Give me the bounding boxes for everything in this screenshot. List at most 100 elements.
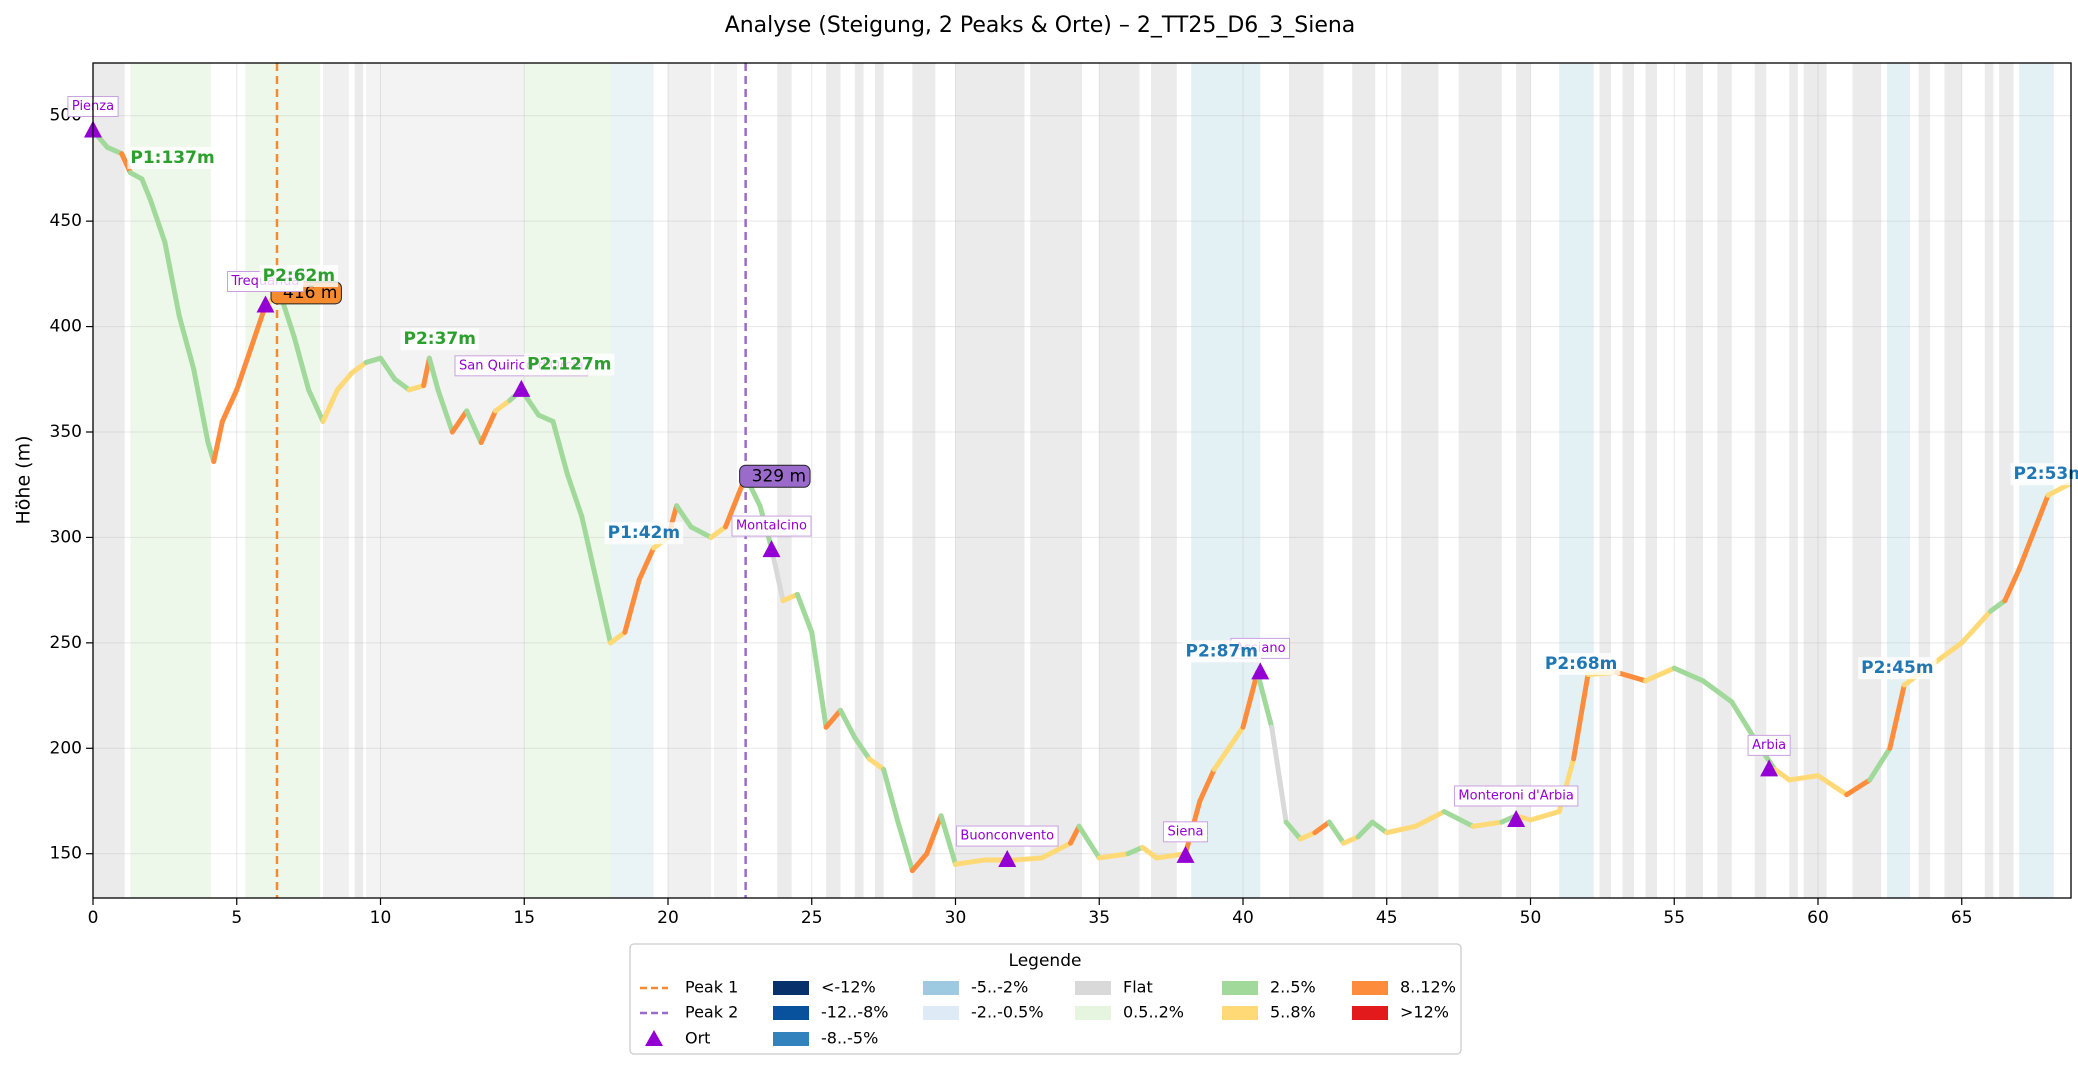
legend-swatch [1222, 981, 1258, 995]
legend-label: Flat [1123, 978, 1153, 997]
elevation-segment [349, 359, 369, 376]
y-tick-label: 350 [50, 422, 82, 442]
elevation-segment [1254, 669, 1275, 730]
elevation-segment [1700, 678, 1735, 705]
elevation-segment [2002, 566, 2022, 604]
elevation-segment [176, 313, 197, 372]
place-marker [256, 295, 275, 313]
elevation-segment [191, 366, 211, 446]
elevation-segment [1441, 809, 1476, 829]
elevation-segment [794, 591, 815, 635]
legend: Legende Peak 1 Peak 2 Ort <-12% -12..-8% -8..-… [629, 943, 1462, 1055]
place-label: Montalcino [731, 515, 812, 537]
place-label-box [1162, 821, 1209, 843]
legend-swatch [645, 1030, 663, 1046]
elevation-segment [924, 813, 944, 857]
x-tick-label: 60 [1807, 908, 1829, 928]
grade-band [1754, 63, 1767, 898]
place-label-box [1453, 785, 1579, 807]
climb-annotation-box [604, 522, 684, 545]
x-tick-label: 65 [1951, 908, 1973, 928]
x-tick-label: 40 [1232, 908, 1254, 928]
y-axis-label: Höhe (m) [13, 435, 35, 524]
x-tick-label: 20 [657, 908, 679, 928]
elevation-segment [464, 408, 484, 446]
elevation-segment [1076, 823, 1102, 861]
elevation-segment [139, 176, 153, 203]
climb-annotation-box [1182, 640, 1261, 663]
grade-band [1685, 63, 1703, 898]
legend-swatch [1075, 1006, 1111, 1020]
legend-swatch [1352, 981, 1388, 995]
grade-band [245, 63, 321, 898]
grade-band [93, 63, 125, 898]
climb-annotation-text: P2:127m [527, 355, 611, 375]
plot-frame [92, 62, 2072, 899]
place-label-text: Montalcino [736, 519, 807, 534]
elevation-segment [1528, 809, 1562, 823]
elevation-segment [1139, 844, 1160, 861]
elevation-segment [1240, 669, 1260, 730]
legend-swatch [773, 1006, 809, 1020]
elevation-segment [909, 851, 930, 874]
climb-annotation-box [2010, 463, 2078, 486]
elevation-segment [1010, 855, 1045, 863]
place-marker [1507, 809, 1526, 827]
x-tick-label: 30 [945, 908, 967, 928]
plot-area [93, 63, 2071, 898]
elevation-segment [838, 707, 858, 741]
y-tick-label: 200 [50, 738, 82, 758]
grade-band [323, 63, 349, 898]
elevation-segment [1226, 724, 1246, 751]
elevation-segment [493, 397, 513, 414]
place-marker [998, 850, 1017, 868]
grade-band [1559, 63, 1594, 898]
y-tick-label: 400 [50, 317, 82, 337]
climb-annotation-text: P2:45m [1861, 658, 1933, 678]
legend-label: 2..5% [1270, 978, 1316, 997]
elevation-segment [866, 756, 887, 772]
legend-swatch [923, 981, 959, 995]
elevation-segment [435, 387, 455, 435]
climb-annotation-box [259, 264, 339, 287]
legend-swatch [1075, 981, 1111, 995]
elevation-segment [636, 545, 657, 583]
place-label-box [731, 515, 812, 537]
elevation-segment [593, 577, 613, 646]
elevation-segment [162, 239, 182, 319]
elevation-segment [2016, 492, 2051, 572]
elevation-segment [234, 345, 254, 393]
place-marker [512, 379, 531, 397]
grade-band [1803, 63, 1827, 898]
climb-annotation-text: P2:68m [1545, 654, 1617, 674]
elevation-segment [148, 197, 168, 245]
legend-box [629, 943, 1462, 1055]
elevation-segment [478, 408, 498, 446]
climb-annotation: P1:137m [127, 146, 218, 169]
elevation-segment [1096, 851, 1131, 861]
climb-annotation-text: P2:37m [404, 329, 476, 349]
climb-annotation-text: P1:42m [608, 523, 680, 543]
elevation-segment [1369, 819, 1390, 836]
y-tick-label: 150 [50, 844, 82, 864]
elevation-segment [1844, 777, 1873, 798]
elevation-segment [1211, 745, 1232, 772]
grade-band [1289, 63, 1324, 898]
grade-band [1516, 63, 1531, 898]
elevation-segment [1269, 724, 1289, 825]
climb-annotation-text: P1:137m [130, 148, 214, 168]
grade-band [1717, 63, 1732, 898]
peak-label: 329 m [739, 464, 811, 488]
elevation-segment [1930, 640, 1965, 667]
place-label-text: Arbia [1752, 738, 1786, 753]
grade-band [668, 63, 712, 898]
x-tick-label: 0 [88, 908, 99, 928]
place-marker [1176, 845, 1195, 863]
elevation-segment [895, 819, 915, 874]
legend-label: 8..12% [1400, 978, 1456, 997]
elevation-segment [1643, 665, 1677, 684]
elevation-segment [622, 577, 642, 635]
place-marker [1251, 662, 1270, 680]
elevation-segment [1671, 665, 1706, 684]
x-tick-label: 55 [1663, 908, 1685, 928]
